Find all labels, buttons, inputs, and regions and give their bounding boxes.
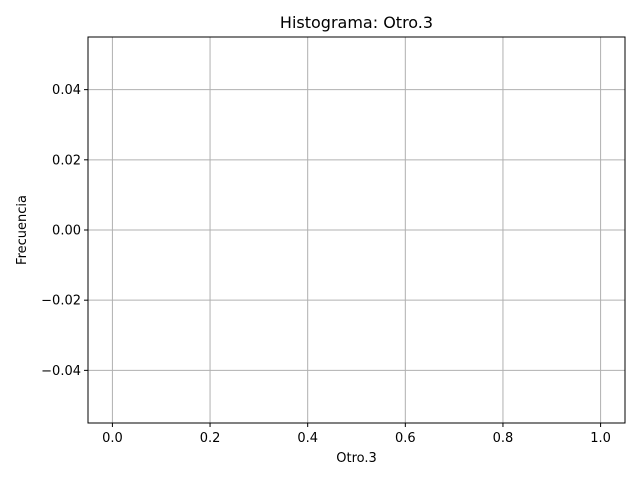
y-tick-label: −0.04 bbox=[41, 364, 81, 379]
x-tick-label: 0.0 bbox=[102, 431, 123, 446]
grid-layer bbox=[88, 37, 625, 423]
y-tick-label: −0.02 bbox=[41, 294, 81, 309]
x-tick-label: 0.8 bbox=[493, 431, 514, 446]
x-tick-label: 0.6 bbox=[395, 431, 416, 446]
x-axis-title: Otro.3 bbox=[336, 451, 377, 466]
y-tick-label: 0.00 bbox=[52, 224, 81, 239]
plot-frame bbox=[87, 36, 626, 424]
chart-title: Histograma: Otro.3 bbox=[280, 13, 433, 32]
y-tick-label: 0.04 bbox=[52, 83, 81, 98]
x-tick-label: 1.0 bbox=[590, 431, 611, 446]
ticks-layer: 0.0 0.2 0.4 0.6 0.8 1.0 −0.04 −0.02 0.00 0.02 0.04 bbox=[41, 83, 611, 446]
x-tick-label: 0.2 bbox=[200, 431, 221, 446]
y-axis-title: Frecuencia bbox=[15, 195, 30, 265]
y-tick-label: 0.02 bbox=[52, 153, 81, 168]
x-tick-label: 0.4 bbox=[297, 431, 318, 446]
